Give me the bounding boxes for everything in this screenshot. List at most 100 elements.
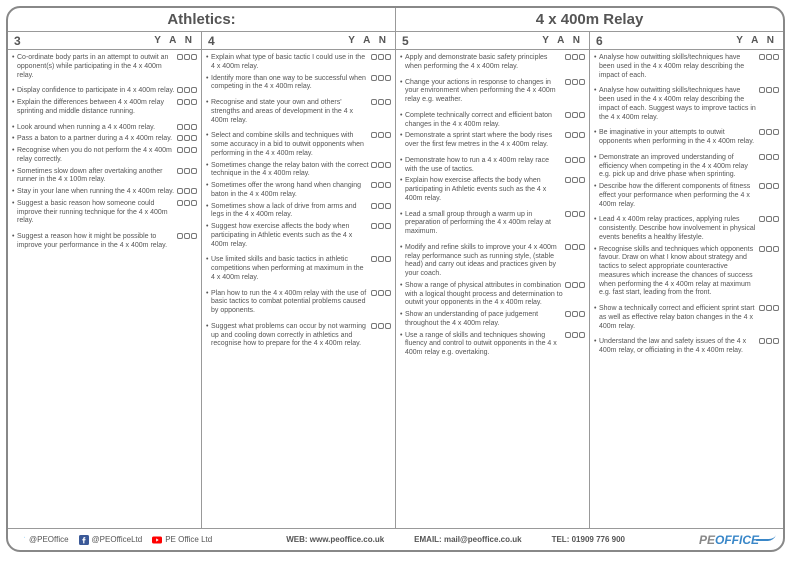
checkbox[interactable] bbox=[565, 177, 571, 183]
checkbox[interactable] bbox=[184, 124, 190, 130]
checkbox[interactable] bbox=[184, 87, 190, 93]
checkbox[interactable] bbox=[184, 135, 190, 141]
checkbox[interactable] bbox=[184, 200, 190, 206]
checkbox[interactable] bbox=[766, 129, 772, 135]
checkbox[interactable] bbox=[579, 211, 585, 217]
checkbox[interactable] bbox=[759, 305, 765, 311]
checkbox[interactable] bbox=[177, 124, 183, 130]
checkbox[interactable] bbox=[191, 54, 197, 60]
checkbox[interactable] bbox=[766, 54, 772, 60]
checkbox[interactable] bbox=[572, 311, 578, 317]
checkbox[interactable] bbox=[378, 323, 384, 329]
checkbox[interactable] bbox=[572, 157, 578, 163]
checkbox[interactable] bbox=[184, 54, 190, 60]
checkbox[interactable] bbox=[759, 338, 765, 344]
facebook-link[interactable]: @PEOfficeLtd bbox=[79, 535, 143, 545]
checkbox[interactable] bbox=[773, 183, 779, 189]
checkbox[interactable] bbox=[378, 132, 384, 138]
checkbox[interactable] bbox=[773, 87, 779, 93]
checkbox[interactable] bbox=[177, 87, 183, 93]
checkbox[interactable] bbox=[565, 332, 571, 338]
checkbox[interactable] bbox=[371, 132, 377, 138]
checkbox[interactable] bbox=[773, 129, 779, 135]
checkbox[interactable] bbox=[572, 79, 578, 85]
checkbox[interactable] bbox=[579, 157, 585, 163]
checkbox[interactable] bbox=[565, 157, 571, 163]
checkbox[interactable] bbox=[378, 290, 384, 296]
checkbox[interactable] bbox=[385, 132, 391, 138]
youtube-link[interactable]: PE Office Ltd bbox=[152, 535, 212, 545]
checkbox[interactable] bbox=[565, 112, 571, 118]
checkbox[interactable] bbox=[565, 211, 571, 217]
checkbox[interactable] bbox=[378, 54, 384, 60]
checkbox[interactable] bbox=[371, 323, 377, 329]
checkbox[interactable] bbox=[759, 183, 765, 189]
checkbox[interactable] bbox=[759, 54, 765, 60]
checkbox[interactable] bbox=[184, 233, 190, 239]
checkbox[interactable] bbox=[378, 182, 384, 188]
checkbox[interactable] bbox=[766, 183, 772, 189]
checkbox[interactable] bbox=[572, 332, 578, 338]
checkbox[interactable] bbox=[177, 168, 183, 174]
checkbox[interactable] bbox=[385, 290, 391, 296]
checkbox[interactable] bbox=[766, 216, 772, 222]
checkbox[interactable] bbox=[184, 188, 190, 194]
checkbox[interactable] bbox=[184, 99, 190, 105]
checkbox[interactable] bbox=[378, 256, 384, 262]
twitter-link[interactable]: @PEOffice bbox=[16, 535, 69, 545]
checkbox[interactable] bbox=[579, 54, 585, 60]
checkbox[interactable] bbox=[371, 54, 377, 60]
checkbox[interactable] bbox=[371, 182, 377, 188]
checkbox[interactable] bbox=[759, 87, 765, 93]
checkbox[interactable] bbox=[177, 233, 183, 239]
checkbox[interactable] bbox=[579, 132, 585, 138]
checkbox[interactable] bbox=[565, 282, 571, 288]
checkbox[interactable] bbox=[191, 124, 197, 130]
checkbox[interactable] bbox=[191, 147, 197, 153]
checkbox[interactable] bbox=[773, 216, 779, 222]
checkbox[interactable] bbox=[579, 282, 585, 288]
checkbox[interactable] bbox=[385, 99, 391, 105]
checkbox[interactable] bbox=[191, 168, 197, 174]
checkbox[interactable] bbox=[572, 282, 578, 288]
checkbox[interactable] bbox=[759, 246, 765, 252]
checkbox[interactable] bbox=[371, 99, 377, 105]
checkbox[interactable] bbox=[565, 132, 571, 138]
checkbox[interactable] bbox=[177, 188, 183, 194]
checkbox[interactable] bbox=[371, 290, 377, 296]
checkbox[interactable] bbox=[177, 99, 183, 105]
checkbox[interactable] bbox=[773, 154, 779, 160]
checkbox[interactable] bbox=[385, 162, 391, 168]
checkbox[interactable] bbox=[191, 200, 197, 206]
checkbox[interactable] bbox=[572, 112, 578, 118]
checkbox[interactable] bbox=[385, 75, 391, 81]
checkbox[interactable] bbox=[572, 244, 578, 250]
checkbox[interactable] bbox=[385, 223, 391, 229]
checkbox[interactable] bbox=[572, 177, 578, 183]
checkbox[interactable] bbox=[579, 79, 585, 85]
checkbox[interactable] bbox=[572, 211, 578, 217]
checkbox[interactable] bbox=[184, 168, 190, 174]
checkbox[interactable] bbox=[177, 200, 183, 206]
checkbox[interactable] bbox=[385, 182, 391, 188]
checkbox[interactable] bbox=[579, 112, 585, 118]
checkbox[interactable] bbox=[184, 147, 190, 153]
checkbox[interactable] bbox=[191, 135, 197, 141]
checkbox[interactable] bbox=[565, 54, 571, 60]
checkbox[interactable] bbox=[773, 246, 779, 252]
checkbox[interactable] bbox=[371, 75, 377, 81]
checkbox[interactable] bbox=[759, 154, 765, 160]
checkbox[interactable] bbox=[378, 75, 384, 81]
checkbox[interactable] bbox=[579, 177, 585, 183]
checkbox[interactable] bbox=[378, 223, 384, 229]
checkbox[interactable] bbox=[385, 323, 391, 329]
checkbox[interactable] bbox=[773, 338, 779, 344]
checkbox[interactable] bbox=[766, 87, 772, 93]
checkbox[interactable] bbox=[385, 54, 391, 60]
checkbox[interactable] bbox=[579, 311, 585, 317]
checkbox[interactable] bbox=[378, 99, 384, 105]
checkbox[interactable] bbox=[565, 244, 571, 250]
checkbox[interactable] bbox=[177, 147, 183, 153]
checkbox[interactable] bbox=[385, 203, 391, 209]
checkbox[interactable] bbox=[191, 233, 197, 239]
